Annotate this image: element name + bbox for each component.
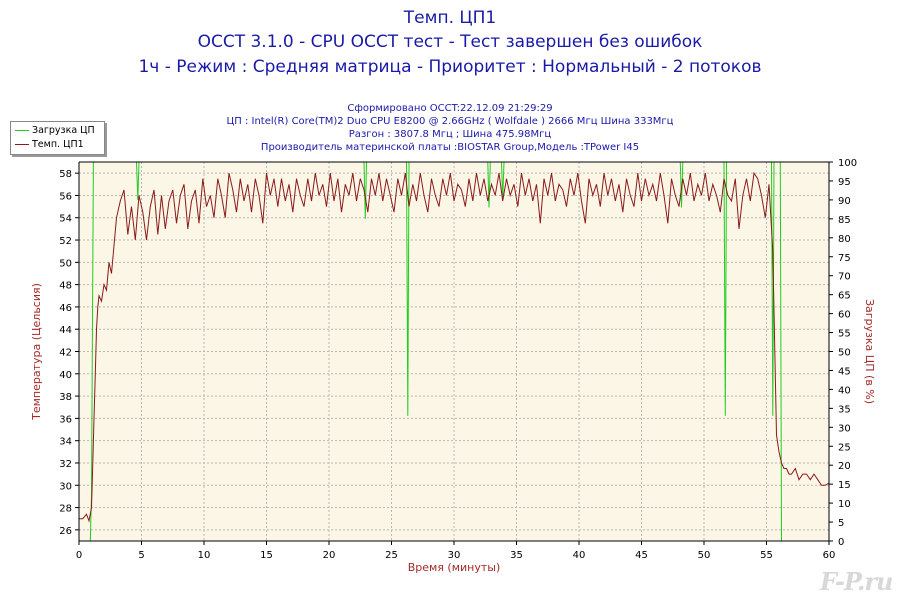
x-tick-label: 10 (198, 550, 211, 561)
x-tick-label: 55 (760, 550, 773, 561)
x-tick-label: 15 (260, 550, 273, 561)
y-left-tick-label: 40 (59, 370, 72, 381)
y-left-tick-label: 48 (59, 281, 72, 292)
y-right-tick-label: 20 (838, 461, 851, 472)
info-cpu: ЦП : Intel(R) Core(TM)2 Duo CPU E8200 @ … (226, 116, 674, 127)
y-left-tick-label: 56 (59, 191, 72, 202)
y-left-tick-label: 46 (59, 303, 72, 314)
tick-labels: 0 5 10 15 20 25 30 35 40 45 50 55 602628303234363840… (59, 158, 857, 561)
y-left-tick-label: 58 (59, 169, 72, 180)
y-right-tick-label: 10 (838, 499, 851, 510)
x-tick-label: 20 (323, 550, 336, 561)
legend-item-temp: Темп. ЦП1 (15, 138, 84, 151)
x-tick-label: 60 (823, 550, 836, 561)
x-tick-label: 0 (76, 550, 82, 561)
x-tick-label: 35 (510, 550, 523, 561)
y-right-tick-label: 95 (838, 177, 851, 188)
y-left-tick-label: 44 (59, 325, 72, 336)
y-left-tick-label: 34 (59, 437, 72, 448)
y-right-tick-label: 0 (838, 537, 844, 548)
y-left-tick-label: 52 (59, 236, 72, 247)
chart-subtitle-test: OCCT 3.1.0 - CPU OCCT тест - Тест заверш… (197, 32, 703, 52)
y-right-tick-label: 15 (838, 480, 851, 491)
x-tick-label: 45 (635, 550, 648, 561)
legend-swatch-load (15, 130, 29, 131)
x-tick-label: 5 (138, 550, 144, 561)
x-tick-label: 40 (573, 550, 586, 561)
y-right-tick-label: 75 (838, 253, 851, 264)
y-right-tick-label: 65 (838, 291, 851, 302)
y-right-tick-label: 25 (838, 442, 851, 453)
y-right-tick-label: 50 (838, 348, 851, 359)
chart-subtitle-mode: 1ч - Режим : Средняя матрица - Приоритет… (138, 57, 762, 77)
info-motherboard: Производитель материнской платы :BIOSTAR… (260, 142, 640, 153)
y-left-tick-label: 38 (59, 392, 72, 403)
y-right-tick-label: 5 (838, 518, 844, 529)
series-line-temp (79, 171, 830, 523)
y-left-tick-label: 32 (59, 459, 72, 470)
y-left-tick-label: 50 (59, 258, 72, 269)
y-axis-left-label: Температура (Цельсия) (30, 283, 43, 421)
y-left-tick-label: 28 (59, 504, 72, 515)
watermark-logo: F-P.ru (820, 567, 893, 596)
y-right-tick-label: 80 (838, 234, 851, 245)
legend-label-temp: Темп. ЦП1 (32, 139, 84, 150)
y-right-tick-label: 30 (838, 423, 851, 434)
y-left-tick-label: 36 (59, 414, 72, 425)
y-left-tick-label: 26 (59, 526, 72, 537)
y-left-tick-label: 30 (59, 481, 72, 492)
y-right-tick-label: 55 (838, 329, 851, 340)
x-axis-label: Время (минуты) (408, 561, 501, 574)
chart-title: Темп. ЦП1 (403, 8, 497, 28)
chart-legend: Загрузка ЦП Темп. ЦП1 (10, 121, 105, 155)
y-right-tick-label: 35 (838, 404, 851, 415)
y-right-tick-label: 70 (838, 272, 851, 283)
grid (79, 162, 829, 541)
x-tick-label: 30 (448, 550, 461, 561)
y-right-tick-label: 90 (838, 196, 851, 207)
series-temp (79, 171, 830, 523)
info-generated: Сформировано OCCT:22.12.09 21:29:29 (347, 103, 553, 114)
y-left-tick-label: 54 (59, 214, 72, 225)
y-left-tick-label: 42 (59, 348, 72, 359)
y-right-tick-label: 100 (838, 158, 857, 169)
y-right-tick-label: 60 (838, 310, 851, 321)
info-overclock: Разгон : 3807.8 Мгц ; Шина 475.98Мгц (348, 129, 552, 140)
legend-label-load: Загрузка ЦП (32, 125, 95, 136)
legend-swatch-temp (15, 144, 29, 145)
x-tick-label: 25 (385, 550, 398, 561)
x-tick-label: 50 (698, 550, 711, 561)
y-right-tick-label: 85 (838, 215, 851, 226)
y-axis-right-label: Загрузка ЦП (в %) (863, 299, 876, 404)
y-right-tick-label: 40 (838, 385, 851, 396)
y-right-tick-label: 45 (838, 366, 851, 377)
legend-item-load: Загрузка ЦП (15, 124, 95, 137)
